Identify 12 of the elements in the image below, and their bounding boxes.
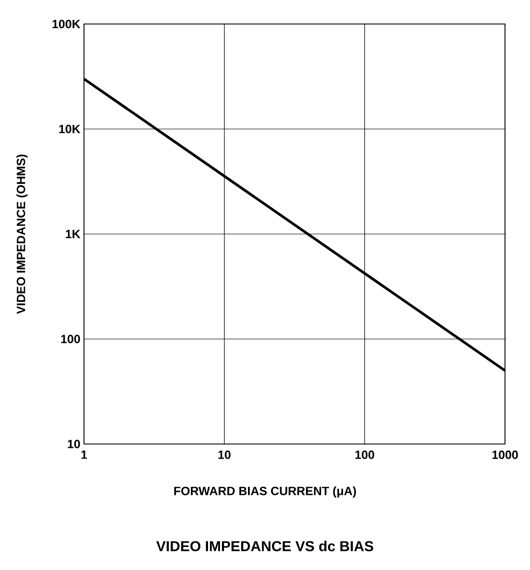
- x-tick-label: 1000: [492, 450, 518, 460]
- y-tick-label: 10: [68, 440, 80, 448]
- y-tick-label: 10K: [59, 124, 80, 134]
- x-tick-label: 10: [218, 450, 231, 460]
- text: VIDEO IMPEDANCE VS dc BIAS: [156, 540, 374, 552]
- x-axis-title: FORWARD BIAS CURRENT (μA): [174, 486, 356, 498]
- y-tick-label: 100K: [52, 20, 80, 28]
- y-axis-title: VIDEO IMPEDANCE (OHMS): [16, 154, 28, 314]
- x-tick-label: 1: [81, 450, 87, 459]
- x-tick-label: 100: [355, 450, 374, 460]
- y-tick-label: 1K: [66, 230, 80, 238]
- y-tick-label: 100: [61, 334, 80, 344]
